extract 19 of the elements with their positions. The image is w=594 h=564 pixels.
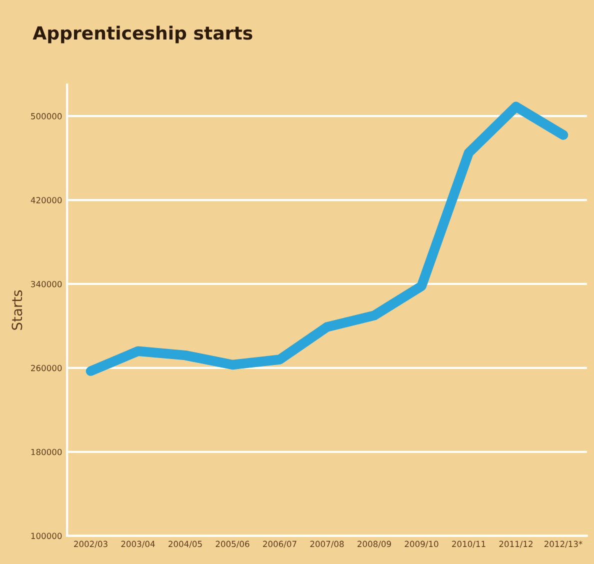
y-tick-label: 500000: [31, 113, 62, 120]
x-tick-label: 2008/09: [358, 540, 391, 548]
y-axis-title: Starts: [12, 290, 22, 330]
x-tick-label: 2007/08: [310, 540, 344, 548]
x-tick-label: 2011/12: [499, 540, 532, 548]
x-tick-label: 2004/05: [168, 540, 202, 548]
y-tick-label: 340000: [31, 280, 62, 288]
x-tick-label: 2005/06: [216, 540, 250, 548]
chart-title: Apprenticeship starts: [32, 26, 252, 44]
x-tick-label: 2002/03: [74, 540, 108, 548]
y-tick-label: 260000: [31, 364, 62, 372]
x-tick-label: 2012/13*: [544, 540, 582, 548]
y-tick-label: 100000: [31, 532, 62, 540]
x-tick-label: 2009/10: [404, 540, 438, 548]
x-tick-label: 2003/04: [121, 540, 155, 548]
x-tick-label: 2010/11: [452, 540, 486, 548]
y-tick-label: 420000: [30, 197, 62, 204]
x-tick-label: 2006/07: [263, 540, 296, 548]
y-tick-label: 180000: [31, 448, 62, 456]
